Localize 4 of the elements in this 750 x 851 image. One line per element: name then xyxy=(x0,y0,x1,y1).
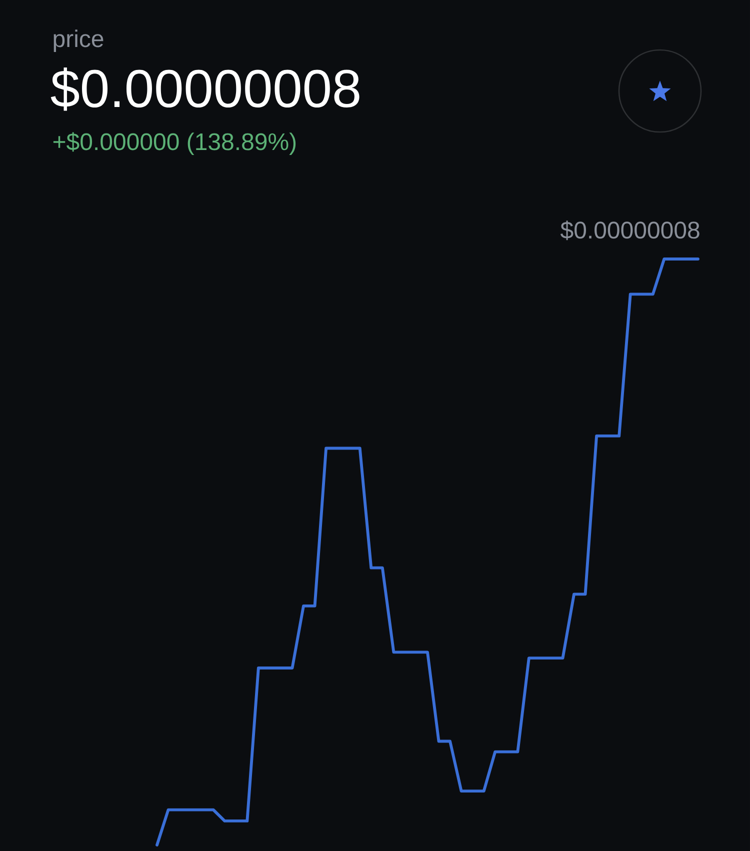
text: +$0.000000 (138.89%) xyxy=(53,132,296,155)
chart-title: price xyxy=(54,30,104,52)
chart-subtitle: $0.00000008 xyxy=(50,68,360,111)
text: $0.00000008 xyxy=(560,220,700,240)
